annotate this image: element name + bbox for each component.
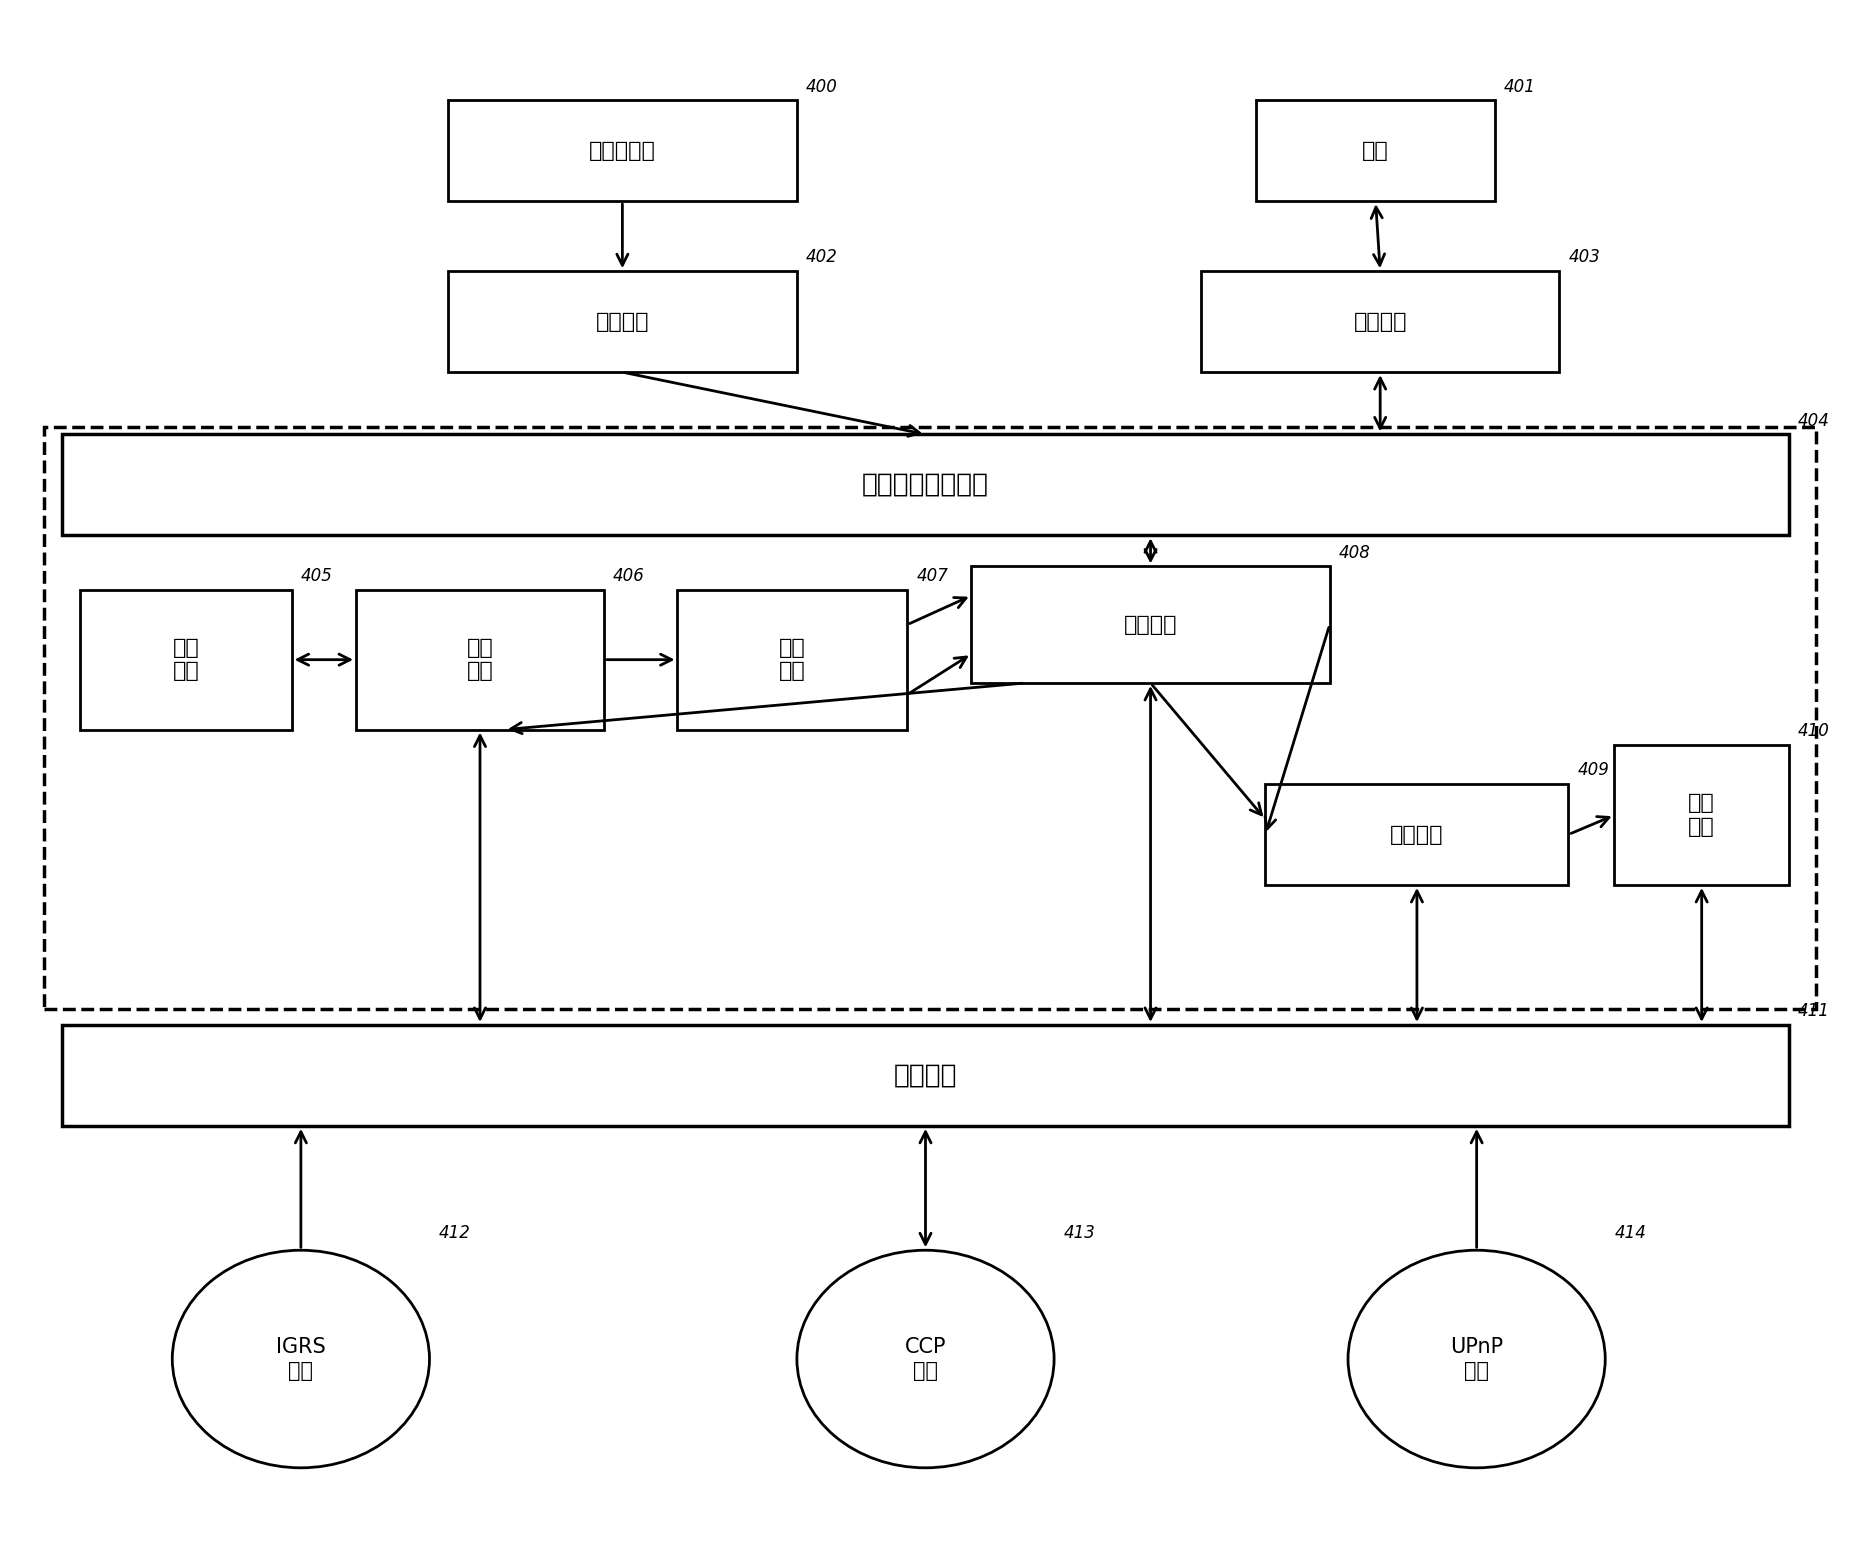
- Text: IGRS
服务: IGRS 服务: [276, 1338, 326, 1380]
- Text: CCP
服务: CCP 服务: [905, 1338, 946, 1380]
- FancyBboxPatch shape: [63, 1025, 1788, 1126]
- Text: 404: 404: [1797, 412, 1831, 430]
- FancyBboxPatch shape: [1257, 100, 1496, 201]
- Text: 405: 405: [302, 568, 333, 585]
- Text: 服务
请求: 服务 请求: [172, 638, 200, 681]
- Text: 414: 414: [1614, 1225, 1646, 1242]
- Text: 服务建立: 服务建立: [1124, 615, 1177, 635]
- Text: 服务提供者: 服务提供者: [589, 141, 655, 160]
- Text: 402: 402: [805, 248, 839, 267]
- Text: 服务组合执行计务: 服务组合执行计务: [863, 472, 988, 497]
- FancyBboxPatch shape: [972, 566, 1329, 684]
- Text: 服务
撤销: 服务 撤销: [1688, 793, 1716, 837]
- FancyBboxPatch shape: [1201, 271, 1559, 372]
- FancyBboxPatch shape: [355, 590, 603, 729]
- FancyBboxPatch shape: [1614, 745, 1788, 884]
- FancyBboxPatch shape: [80, 590, 292, 729]
- Text: 服务维护: 服务维护: [1390, 825, 1444, 845]
- Text: 403: 403: [1568, 248, 1601, 267]
- Text: 用户: 用户: [1362, 141, 1388, 160]
- Text: 410: 410: [1797, 723, 1831, 740]
- Text: 406: 406: [613, 568, 644, 585]
- Text: 401: 401: [1505, 77, 1536, 96]
- Text: 408: 408: [1338, 544, 1372, 561]
- Text: UPnP
服务: UPnP 服务: [1449, 1338, 1503, 1380]
- Text: 400: 400: [805, 77, 839, 96]
- Text: 服务
发现: 服务 发现: [466, 638, 494, 681]
- Text: 服务配置: 服务配置: [596, 312, 650, 332]
- FancyBboxPatch shape: [448, 100, 798, 201]
- Text: 413: 413: [1062, 1225, 1096, 1242]
- FancyBboxPatch shape: [1266, 784, 1568, 884]
- Text: 服务
选择: 服务 选择: [779, 638, 805, 681]
- Text: 409: 409: [1577, 762, 1610, 779]
- FancyBboxPatch shape: [448, 271, 798, 372]
- Text: 411: 411: [1797, 1002, 1831, 1021]
- Text: 407: 407: [916, 568, 948, 585]
- FancyBboxPatch shape: [63, 434, 1788, 535]
- Text: 412: 412: [439, 1225, 470, 1242]
- Text: 服务注册: 服务注册: [894, 1063, 957, 1088]
- Text: 透明服务: 透明服务: [1353, 312, 1407, 332]
- FancyBboxPatch shape: [677, 590, 907, 729]
